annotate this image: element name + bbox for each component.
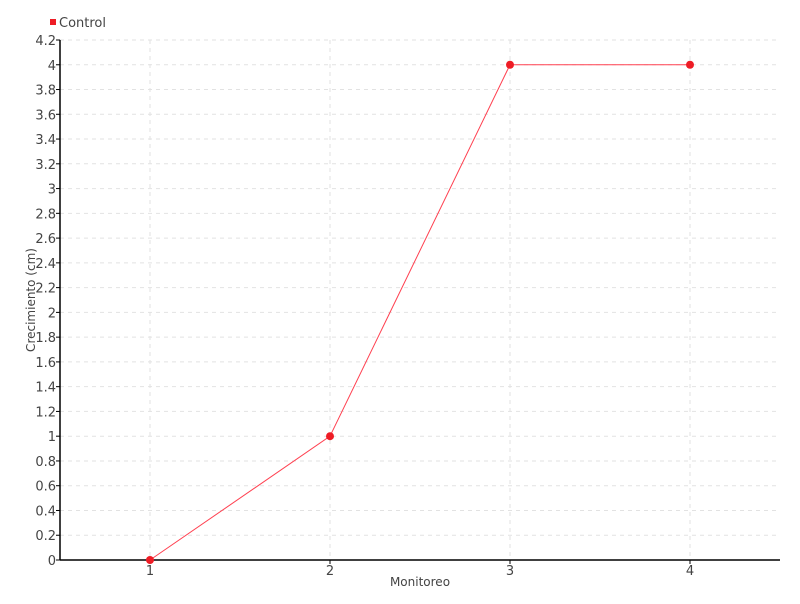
- y-axis-label: Crecimiento (cm): [24, 248, 38, 352]
- axes: [59, 40, 780, 561]
- legend: Control: [50, 16, 106, 31]
- y-tick-label: 3: [48, 183, 56, 198]
- y-tick-label: 2.8: [35, 207, 56, 222]
- y-tick-label: 1.6: [35, 356, 56, 371]
- y-tick-label: 3.8: [35, 84, 56, 99]
- x-tick-label: 2: [326, 564, 334, 579]
- y-tick-label: 0: [48, 554, 56, 569]
- y-tick-label: 2.4: [35, 257, 56, 272]
- legend-marker-control: [50, 19, 56, 25]
- data-point: [686, 60, 694, 69]
- y-tick-label: 1: [48, 430, 56, 445]
- x-tick-label: 3: [506, 564, 514, 579]
- y-tick-label: 0.4: [35, 504, 56, 519]
- y-tick-label: 3.2: [35, 158, 56, 173]
- series-line-control: [149, 64, 690, 561]
- y-tick-label: 0.8: [35, 455, 56, 470]
- x-tick-label: 4: [686, 564, 694, 579]
- y-tick-label: 1.4: [35, 381, 56, 396]
- y-tick-label: 4.2: [35, 34, 56, 49]
- y-tick-label: 2: [48, 306, 56, 321]
- grid: [60, 39, 780, 560]
- y-tick-label: 0.6: [35, 480, 56, 495]
- y-tick-label: 1.2: [35, 405, 56, 420]
- y-tick-label: 3.4: [35, 133, 56, 148]
- x-tick-label: 1: [146, 564, 154, 579]
- x-axis-label: Monitoreo: [390, 575, 450, 589]
- legend-label-control: Control: [59, 16, 106, 31]
- ticks: 0 0.2 0.4 0.6 0.8 1 1.2 1.4 1.6 1.8 2 2.2 2.4 2.6 2.8 3…: [35, 34, 694, 579]
- data-point: [146, 556, 154, 564]
- series: [146, 60, 694, 564]
- data-point: [506, 60, 514, 69]
- y-tick-label: 2.2: [35, 282, 56, 297]
- y-tick-label: 4: [48, 59, 56, 74]
- y-tick-label: 3.6: [35, 108, 56, 123]
- y-tick-label: 1.8: [35, 331, 56, 346]
- y-tick-label: 0.2: [35, 529, 56, 544]
- y-tick-label: 2.6: [35, 232, 56, 247]
- data-point: [326, 432, 334, 441]
